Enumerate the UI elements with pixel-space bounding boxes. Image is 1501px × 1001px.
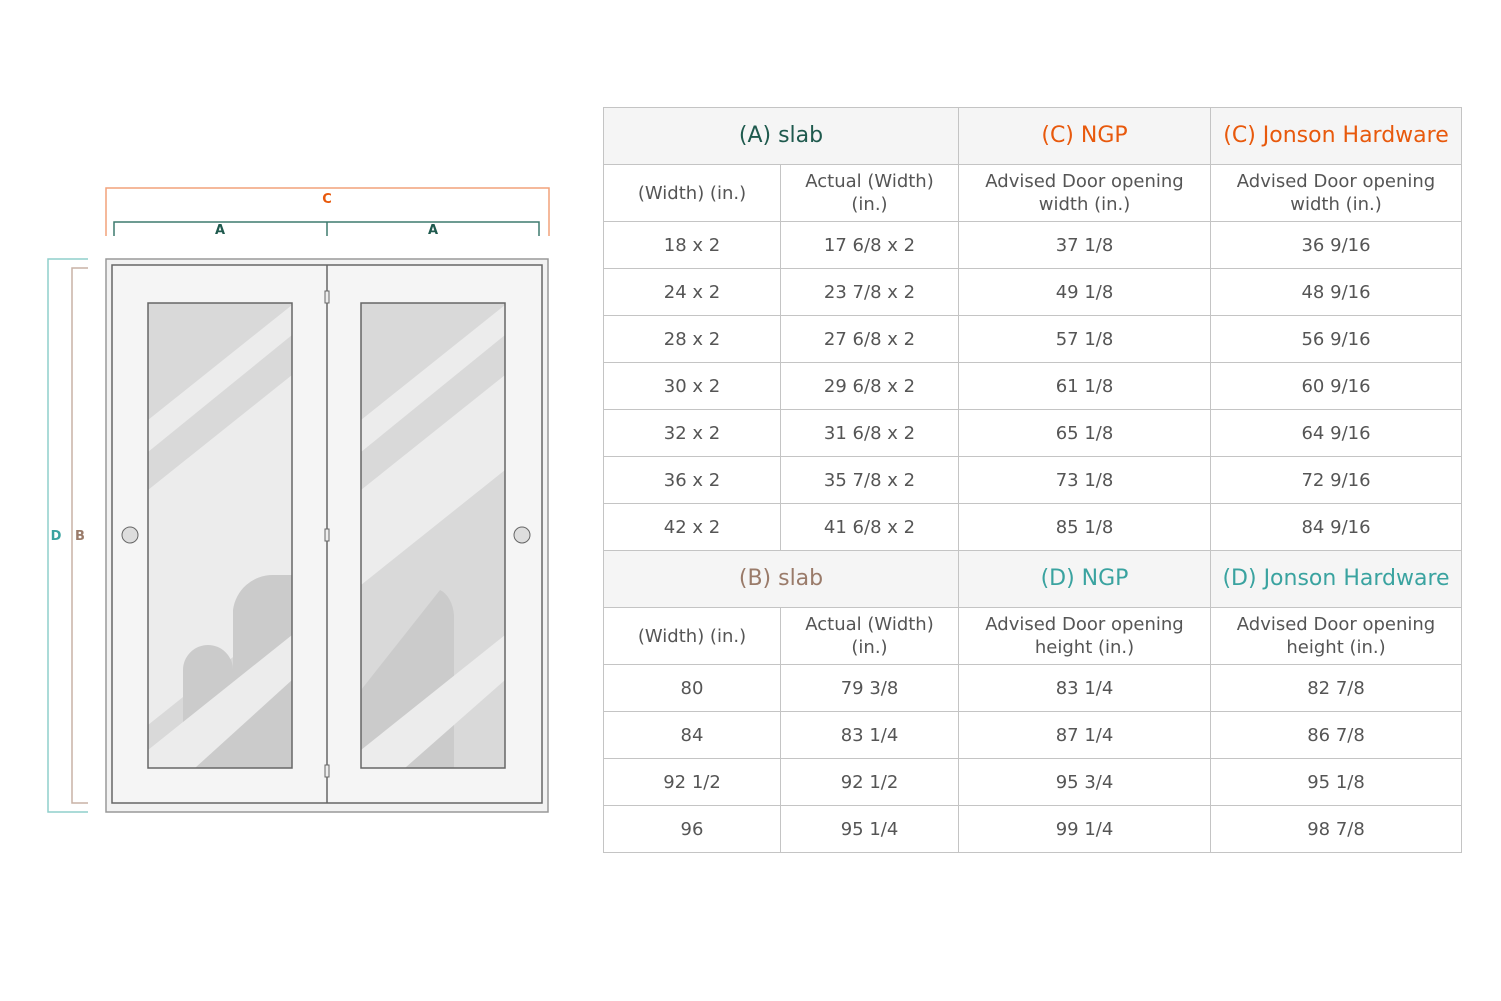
table-cell: 82 7/8 xyxy=(1210,664,1463,712)
label-c: C xyxy=(322,192,332,207)
table-row: 92 1/2 92 1/2 95 3/4 95 1/8 xyxy=(603,758,1463,806)
width_table-header: (C) NGP xyxy=(958,107,1212,165)
table-cell: 18 x 2 xyxy=(603,221,781,269)
width_table-subheader: Advised Door opening width (in.) xyxy=(1210,164,1463,222)
right-door-knob xyxy=(513,526,531,544)
height_table-header: (D) Jonson Hardware xyxy=(1210,550,1463,608)
hinge-icon xyxy=(324,764,330,778)
table-row: 30 x 2 29 6/8 x 2 61 1/8 60 9/16 xyxy=(603,362,1463,410)
width_table-subheader: Advised Door opening width (in.) xyxy=(958,164,1212,222)
height_table-header: (D) NGP xyxy=(958,550,1212,608)
table-cell: 92 1/2 xyxy=(779,758,960,806)
table-cell: 98 7/8 xyxy=(1210,805,1463,853)
table-cell: 48 9/16 xyxy=(1210,268,1463,316)
table-cell: 36 9/16 xyxy=(1210,221,1463,269)
dimension-c: C xyxy=(105,187,550,236)
dimension-a: A A xyxy=(113,221,540,238)
table-row: 24 x 2 23 7/8 x 2 49 1/8 48 9/16 xyxy=(603,268,1463,316)
table-cell: 95 1/4 xyxy=(779,805,960,853)
table-cell: 84 9/16 xyxy=(1210,503,1463,551)
table-cell: 64 9/16 xyxy=(1210,409,1463,457)
table-row: 32 x 2 31 6/8 x 2 65 1/8 64 9/16 xyxy=(603,409,1463,457)
hinge-icon xyxy=(324,528,330,542)
table-cell: 83 1/4 xyxy=(958,664,1212,712)
table-cell: 56 9/16 xyxy=(1210,315,1463,363)
table-cell: 83 1/4 xyxy=(779,711,960,759)
width_table-subheader: (Width) (in.) xyxy=(603,164,781,222)
table-cell: 42 x 2 xyxy=(603,503,781,551)
table-row: 80 79 3/8 83 1/4 82 7/8 xyxy=(603,664,1463,712)
table-cell: 85 1/8 xyxy=(958,503,1212,551)
table-cell: 95 3/4 xyxy=(958,758,1212,806)
table-cell: 79 3/8 xyxy=(779,664,960,712)
height_table-subheader: (Width) (in.) xyxy=(603,607,781,665)
table-cell: 96 xyxy=(603,805,781,853)
table-row: 36 x 2 35 7/8 x 2 73 1/8 72 9/16 xyxy=(603,456,1463,504)
table-cell: 32 x 2 xyxy=(603,409,781,457)
dimension-b: B xyxy=(71,267,88,804)
table-cell: 73 1/8 xyxy=(958,456,1212,504)
table-cell: 17 6/8 x 2 xyxy=(779,221,960,269)
label-a-right: A xyxy=(428,223,438,238)
table-cell: 28 x 2 xyxy=(603,315,781,363)
table-cell: 57 1/8 xyxy=(958,315,1212,363)
table-row: 18 x 2 17 6/8 x 2 37 1/8 36 9/16 xyxy=(603,221,1463,269)
table-cell: 31 6/8 x 2 xyxy=(779,409,960,457)
table-row: 42 x 2 41 6/8 x 2 85 1/8 84 9/16 xyxy=(603,503,1463,551)
height_table-subheader: Actual (Width) (in.) xyxy=(779,607,960,665)
table-cell: 30 x 2 xyxy=(603,362,781,410)
table-row: 84 83 1/4 87 1/4 86 7/8 xyxy=(603,711,1463,759)
table-row: 96 95 1/4 99 1/4 98 7/8 xyxy=(603,805,1463,853)
table-cell: 61 1/8 xyxy=(958,362,1212,410)
hinge-icon xyxy=(324,290,330,304)
table-cell: 35 7/8 x 2 xyxy=(779,456,960,504)
table-cell: 72 9/16 xyxy=(1210,456,1463,504)
table-cell: 37 1/8 xyxy=(958,221,1212,269)
table-cell: 49 1/8 xyxy=(958,268,1212,316)
width_table-header: (A) slab xyxy=(602,107,960,165)
label-b: B xyxy=(75,529,85,544)
table-cell: 29 6/8 x 2 xyxy=(779,362,960,410)
table-cell: 27 6/8 x 2 xyxy=(779,315,960,363)
height_table-header: (B) slab xyxy=(602,550,960,608)
size-table: (A) slab (C) NGP (C) Jonson Hardware (Width… xyxy=(602,107,1463,853)
table-cell: 41 6/8 x 2 xyxy=(779,503,960,551)
width_table-header: (C) Jonson Hardware xyxy=(1210,107,1463,165)
right-glass-panel xyxy=(361,303,505,768)
height_table-subheader: Advised Door opening height (in.) xyxy=(958,607,1212,665)
table-cell: 92 1/2 xyxy=(603,758,781,806)
table-cell: 65 1/8 xyxy=(958,409,1212,457)
table-cell: 60 9/16 xyxy=(1210,362,1463,410)
label-d: D xyxy=(51,529,62,544)
table-cell: 95 1/8 xyxy=(1210,758,1463,806)
table-cell: 23 7/8 x 2 xyxy=(779,268,960,316)
left-glass-panel xyxy=(148,303,292,768)
dimension-d: D xyxy=(47,258,88,813)
table-cell: 99 1/4 xyxy=(958,805,1212,853)
label-a-left: A xyxy=(215,223,225,238)
table-cell: 87 1/4 xyxy=(958,711,1212,759)
table-row: 28 x 2 27 6/8 x 2 57 1/8 56 9/16 xyxy=(603,315,1463,363)
table-cell: 24 x 2 xyxy=(603,268,781,316)
left-door-knob xyxy=(121,526,139,544)
height_table-subheader: Advised Door opening height (in.) xyxy=(1210,607,1463,665)
table-cell: 36 x 2 xyxy=(603,456,781,504)
table-cell: 80 xyxy=(603,664,781,712)
table-cell: 84 xyxy=(603,711,781,759)
width_table-subheader: Actual (Width) (in.) xyxy=(779,164,960,222)
table-cell: 86 7/8 xyxy=(1210,711,1463,759)
